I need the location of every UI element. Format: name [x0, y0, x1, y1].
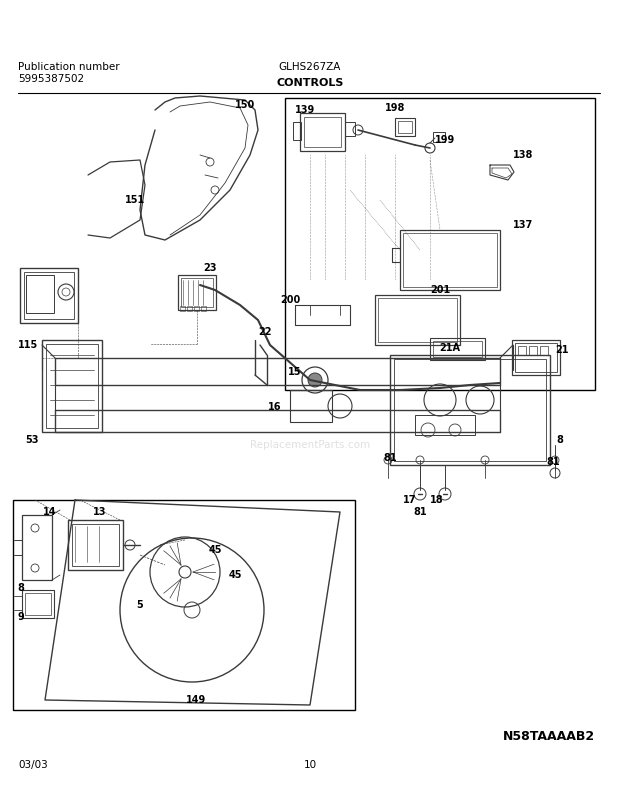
Text: 18: 18 — [430, 495, 444, 505]
Text: 201: 201 — [430, 285, 450, 295]
Text: 53: 53 — [25, 435, 38, 445]
Text: 149: 149 — [186, 695, 206, 705]
Bar — [42, 340, 102, 432]
Bar — [433, 341, 482, 357]
Text: N58TAAAAB2: N58TAAAAB2 — [503, 730, 595, 743]
Bar — [25, 593, 51, 615]
Bar — [433, 132, 445, 142]
Text: 199: 199 — [435, 135, 455, 145]
Bar — [400, 230, 500, 290]
Bar — [26, 275, 54, 313]
Bar — [529, 346, 537, 355]
Text: 81: 81 — [413, 507, 427, 517]
Text: 9: 9 — [17, 612, 24, 622]
Bar — [304, 117, 341, 147]
Text: 198: 198 — [385, 103, 405, 113]
Text: 16: 16 — [268, 402, 281, 412]
Bar — [375, 295, 460, 345]
Text: 21: 21 — [556, 345, 569, 355]
Text: 14: 14 — [43, 507, 57, 517]
Bar — [201, 306, 206, 311]
Text: 5995387502: 5995387502 — [18, 74, 84, 84]
Text: CONTROLS: CONTROLS — [277, 78, 343, 88]
Text: 22: 22 — [259, 327, 272, 337]
Text: 151: 151 — [125, 195, 145, 205]
Circle shape — [308, 373, 322, 387]
Text: 150: 150 — [235, 100, 255, 110]
Bar — [293, 122, 301, 140]
Text: 45: 45 — [228, 570, 242, 580]
Text: 13: 13 — [93, 507, 107, 517]
Bar — [398, 121, 412, 133]
Bar — [290, 390, 332, 422]
Bar — [415, 415, 475, 435]
Bar — [181, 278, 213, 307]
Bar — [178, 275, 216, 310]
Text: 137: 137 — [513, 220, 533, 230]
Text: 8: 8 — [17, 583, 24, 593]
Bar — [194, 306, 199, 311]
Text: 23: 23 — [203, 263, 217, 273]
Bar — [512, 340, 560, 375]
Bar — [395, 118, 415, 136]
Bar — [403, 233, 497, 287]
Bar — [300, 113, 345, 151]
Bar — [22, 590, 54, 618]
Bar — [13, 500, 355, 710]
Text: 17: 17 — [403, 495, 417, 505]
Bar — [390, 355, 550, 465]
Bar — [285, 98, 595, 390]
Text: 8: 8 — [557, 435, 564, 445]
Text: 139: 139 — [295, 105, 315, 115]
Text: 45: 45 — [208, 545, 222, 555]
Bar — [430, 338, 485, 360]
Bar — [518, 346, 526, 355]
Bar — [540, 346, 548, 355]
Bar — [378, 298, 457, 342]
Bar — [72, 524, 119, 566]
Text: 81: 81 — [383, 453, 397, 463]
Bar — [22, 515, 52, 580]
Bar — [187, 306, 192, 311]
Text: 81: 81 — [546, 457, 560, 467]
Text: 115: 115 — [18, 340, 38, 350]
Text: GLHS267ZA: GLHS267ZA — [279, 62, 341, 72]
Bar — [46, 344, 98, 428]
Text: 21A: 21A — [440, 343, 461, 353]
Text: 200: 200 — [280, 295, 300, 305]
Text: 03/03: 03/03 — [18, 760, 48, 770]
Text: 5: 5 — [136, 600, 143, 610]
Bar — [68, 520, 123, 570]
Bar — [515, 343, 557, 372]
Bar — [345, 122, 355, 136]
Bar — [180, 306, 185, 311]
Bar — [394, 359, 546, 461]
Text: 15: 15 — [288, 367, 302, 377]
Text: Publication number: Publication number — [18, 62, 120, 72]
Text: ReplacementParts.com: ReplacementParts.com — [250, 440, 370, 450]
Text: 10: 10 — [303, 760, 317, 770]
Text: 138: 138 — [513, 150, 533, 160]
Bar — [20, 268, 78, 323]
Bar — [24, 272, 74, 319]
